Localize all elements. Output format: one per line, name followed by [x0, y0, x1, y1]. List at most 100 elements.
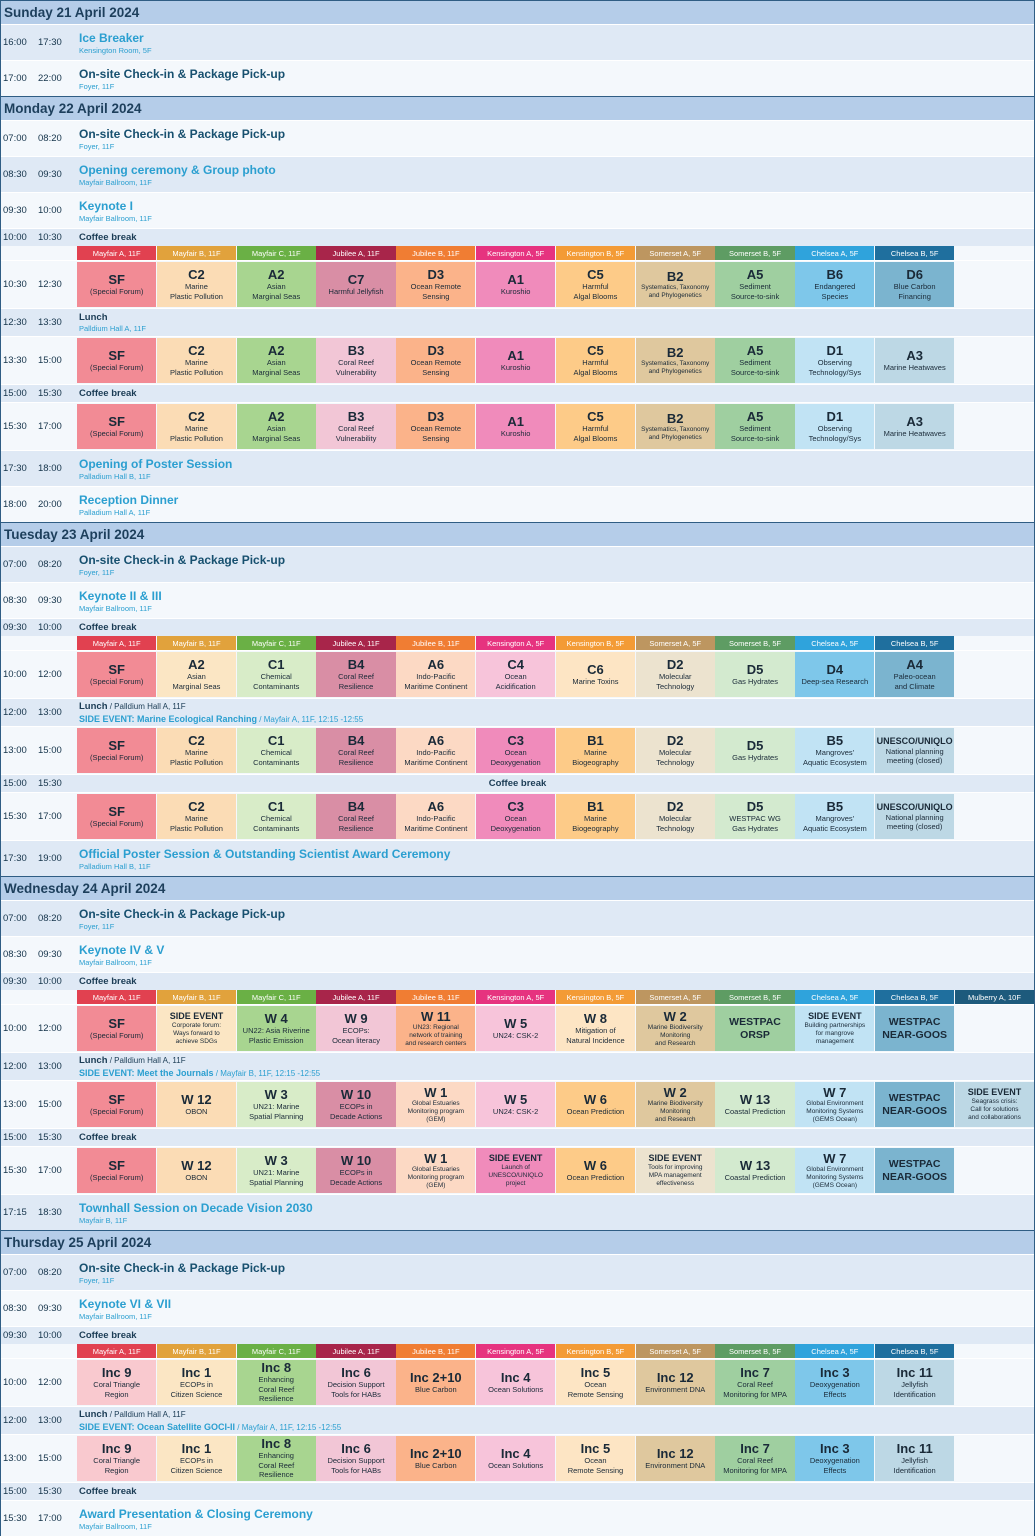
session-block[interactable]: Inc 2+10 Blue Carbon [396, 1360, 476, 1405]
session-block[interactable]: A3 Marine Heatwaves [875, 404, 955, 449]
session-block[interactable]: A2 Asian Marginal Seas [236, 404, 316, 449]
session-block[interactable]: W 2 Marine Biodiversity Monitoring and Re… [635, 1006, 715, 1051]
session-block[interactable]: WESTPAC NEAR-GOOS [875, 1006, 955, 1051]
session-block[interactable]: Inc 5 Ocean Remote Sensing [555, 1360, 636, 1405]
session-block[interactable]: C2 Marine Plastic Pollution [156, 338, 237, 383]
session-block[interactable]: A1 Kuroshio [476, 262, 556, 307]
session-block[interactable]: D5 Gas Hydrates [715, 728, 795, 773]
session-block[interactable]: SIDE EVENT Corporate forum: Ways forward … [156, 1006, 237, 1051]
session-block[interactable]: B2 Systematics, Taxonomy and Phylogenetic… [635, 338, 715, 383]
session-block[interactable]: Inc 3 Deoxygenation Effects [795, 1360, 875, 1405]
session-block[interactable]: Inc 11 Jellyfish Identification [875, 1436, 955, 1481]
session-block[interactable]: Inc 4 Ocean Solutions [476, 1360, 556, 1405]
session-block[interactable]: Inc 6 Decision Support Tools for HABs [316, 1360, 396, 1405]
session-block[interactable]: W 13 Coastal Prediction [715, 1148, 795, 1193]
session-block[interactable]: C1 Chemical Contaminants [236, 794, 316, 839]
session-block[interactable]: D4 Deep-sea Research [795, 652, 875, 697]
session-block[interactable]: Inc 1 ECOPs in Citizen Science [156, 1360, 237, 1405]
session-block[interactable]: WESTPAC ORSP [715, 1006, 795, 1051]
session-block[interactable]: D1 Observing Technology/Sys [795, 338, 875, 383]
session-block[interactable]: SF (Special Forum) [77, 338, 157, 383]
session-block[interactable]: W 8 Mitigation of Natural Incidence [555, 1006, 636, 1051]
session-block[interactable]: W 1 Global Estuaries Monitoring program (… [396, 1082, 476, 1127]
session-block[interactable]: A1 Kuroshio [476, 338, 556, 383]
session-block[interactable]: A3 Marine Heatwaves [875, 338, 955, 383]
session-block[interactable]: B4 Coral Reef Resilience [316, 794, 396, 839]
session-block[interactable]: C2 Marine Plastic Pollution [156, 404, 237, 449]
session-block[interactable]: A2 Asian Marginal Seas [236, 262, 316, 307]
session-block[interactable]: SF (Special Forum) [77, 794, 157, 839]
session-block[interactable]: D3 Ocean Remote Sensing [396, 262, 476, 307]
session-block[interactable]: SF (Special Forum) [77, 1082, 157, 1127]
session-block[interactable]: A5 Sediment Source-to-sink [715, 262, 795, 307]
session-block[interactable]: Inc 9 Coral Triangle Region [77, 1360, 157, 1405]
session-block[interactable]: C4 Ocean Acidification [476, 652, 556, 697]
session-block[interactable]: C2 Marine Plastic Pollution [156, 262, 237, 307]
session-block[interactable]: D5 Gas Hydrates [715, 652, 795, 697]
session-block[interactable]: B3 Coral Reef Vulnerability [316, 404, 396, 449]
session-block[interactable]: B1 Marine Biogeography [555, 794, 636, 839]
session-block[interactable]: Inc 7 Coral Reef Monitoring for MPA [715, 1436, 795, 1481]
session-block[interactable]: C6 Marine Toxins [555, 652, 636, 697]
session-block[interactable]: Inc 12 Environment DNA [635, 1436, 715, 1481]
session-block[interactable]: WESTPAC NEAR-GOOS [875, 1148, 955, 1193]
session-block[interactable]: D1 Observing Technology/Sys [795, 404, 875, 449]
session-block[interactable]: A1 Kuroshio [476, 404, 556, 449]
session-block[interactable]: B1 Marine Biogeography [555, 728, 636, 773]
session-block[interactable]: UNESCO/UNIQLO National planning meeting (… [875, 728, 955, 773]
session-block[interactable]: SF (Special Forum) [77, 1148, 157, 1193]
session-block[interactable]: SIDE EVENT Seagrass crisis: Call for solu… [954, 1082, 1035, 1127]
session-block[interactable]: Inc 6 Decision Support Tools for HABs [316, 1436, 396, 1481]
session-block[interactable]: C2 Marine Plastic Pollution [156, 728, 237, 773]
session-block[interactable]: C7 Harmful Jellyfish [316, 262, 396, 307]
session-block[interactable]: Inc 8 Enhancing Coral Reef Resilience [236, 1360, 316, 1405]
session-block[interactable]: C2 Marine Plastic Pollution [156, 794, 237, 839]
session-block[interactable]: Inc 5 Ocean Remote Sensing [555, 1436, 636, 1481]
session-block[interactable]: Inc 1 ECOPs in Citizen Science [156, 1436, 237, 1481]
session-block[interactable]: W 4 UN22: Asia Riverine Plastic Emission [236, 1006, 316, 1051]
session-block[interactable]: D2 Molecular Technology [635, 794, 715, 839]
session-block[interactable]: B5 Mangroves' Aquatic Ecosystem [795, 794, 875, 839]
session-block[interactable]: D3 Ocean Remote Sensing [396, 338, 476, 383]
session-block[interactable]: B4 Coral Reef Resilience [316, 652, 396, 697]
session-block[interactable]: SIDE EVENT Tools for improving MPA manage… [635, 1148, 715, 1193]
session-block[interactable]: W 2 Marine Biodiversity Monitoring and Re… [635, 1082, 715, 1127]
session-block[interactable]: SF (Special Forum) [77, 652, 157, 697]
session-block[interactable]: W 5 UN24: CSK-2 [476, 1006, 556, 1051]
session-block[interactable]: D3 Ocean Remote Sensing [396, 404, 476, 449]
session-block[interactable]: W 6 Ocean Prediction [555, 1148, 636, 1193]
session-block[interactable]: SIDE EVENT Launch of UNESCO/UNIQLO projec… [476, 1148, 556, 1193]
session-block[interactable]: SF (Special Forum) [77, 728, 157, 773]
session-block[interactable]: C5 Harmful Algal Blooms [555, 404, 636, 449]
session-block[interactable]: W 7 Global Environment Monitoring Systems… [795, 1148, 875, 1193]
session-block[interactable]: A5 Sediment Source-to-sink [715, 404, 795, 449]
session-block[interactable]: Inc 2+10 Blue Carbon [396, 1436, 476, 1481]
session-block[interactable]: Inc 4 Ocean Solutions [476, 1436, 556, 1481]
session-block[interactable]: A2 Asian Marginal Seas [236, 338, 316, 383]
session-block[interactable]: B4 Coral Reef Resilience [316, 728, 396, 773]
session-block[interactable]: W 13 Coastal Prediction [715, 1082, 795, 1127]
session-block[interactable]: Inc 12 Environment DNA [635, 1360, 715, 1405]
session-block[interactable]: SF (Special Forum) [77, 404, 157, 449]
session-block[interactable]: Inc 11 Jellyfish Identification [875, 1360, 955, 1405]
session-block[interactable]: D6 Blue Carbon Financing [875, 262, 955, 307]
session-block[interactable]: SF (Special Forum) [77, 262, 157, 307]
session-block[interactable]: SIDE EVENT Building partnerships for mang… [795, 1006, 875, 1051]
session-block[interactable]: C5 Harmful Algal Blooms [555, 262, 636, 307]
session-block[interactable]: B6 Endangered Species [795, 262, 875, 307]
session-block[interactable]: A6 Indo-Pacific Maritime Continent [396, 728, 476, 773]
session-block[interactable]: A2 Asian Marginal Seas [156, 652, 237, 697]
session-block[interactable]: W 3 UN21: Marine Spatial Planning [236, 1082, 316, 1127]
session-block[interactable]: A6 Indo-Pacific Maritime Continent [396, 652, 476, 697]
session-block[interactable]: W 10 ECOPs in Decade Actions [316, 1082, 396, 1127]
session-block[interactable]: W 1 Global Estuaries Monitoring program (… [396, 1148, 476, 1193]
session-block[interactable]: UNESCO/UNIQLO National planning meeting (… [875, 794, 955, 839]
session-block[interactable]: B5 Mangroves' Aquatic Ecosystem [795, 728, 875, 773]
session-block[interactable]: W 9 ECOPs: Ocean literacy [316, 1006, 396, 1051]
session-block[interactable]: C1 Chemical Contaminants [236, 652, 316, 697]
session-block[interactable]: W 3 UN21: Marine Spatial Planning [236, 1148, 316, 1193]
session-block[interactable]: WESTPAC NEAR-GOOS [875, 1082, 955, 1127]
session-block[interactable]: C3 Ocean Deoxygenation [476, 728, 556, 773]
session-block[interactable]: D2 Molecular Technology [635, 728, 715, 773]
session-block[interactable]: B2 Systematics, Taxonomy and Phylogenetic… [635, 404, 715, 449]
